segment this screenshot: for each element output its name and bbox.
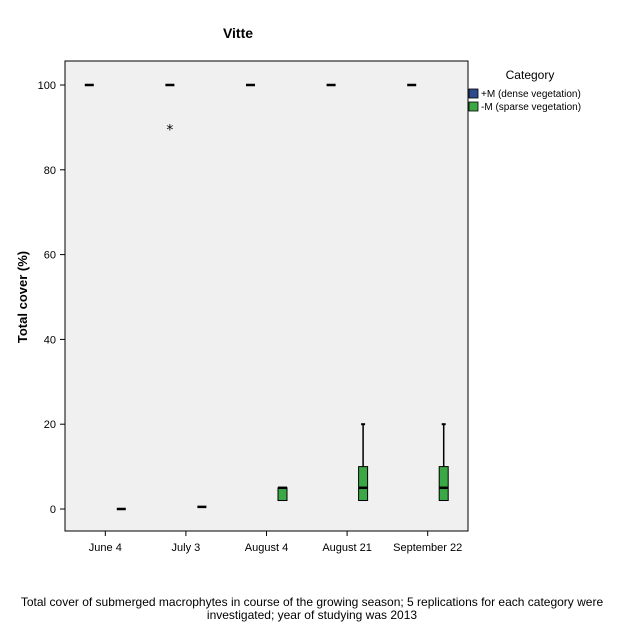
box-iqr [438,466,449,502]
legend-items: +M (dense vegetation) -M (sparse vegetati… [468,88,581,113]
y-tick-label: 20 [44,419,56,431]
legend-swatch [468,101,479,112]
chart-title: Vitte [223,25,253,41]
box-1-series-0: * [165,83,175,138]
y-axis-label: Total cover (%) [15,251,30,343]
outlier-marker: * [166,122,173,138]
box-4-series-1 [438,423,449,502]
legend-title: Category [506,68,555,82]
legend-label: +M (dense vegetation) [481,89,581,100]
y-tick-label: 0 [50,504,56,516]
x-axis: June 4 July 3 August 4 August 21 September 2… [89,531,462,554]
x-tick-label: August 21 [322,542,372,554]
box-2-series-1 [277,486,288,502]
y-tick-label: 60 [44,250,56,262]
legend: Category +M (dense vegetation) -M (sparse… [468,68,581,113]
x-tick-label: September 22 [393,542,462,554]
figure-caption: Total cover of submerged macrophytes in … [20,595,604,622]
legend-label: -M (sparse vegetation) [481,102,581,113]
box-series: * [84,83,449,511]
boxplot-chart: Vitte Total cover (%) 0 20 40 60 80 100 June … [15,25,581,554]
plot-area [64,60,469,532]
y-tick-label: 100 [38,80,56,92]
box-iqr [358,466,369,502]
y-tick-label: 80 [44,165,56,177]
box-3-series-1 [358,423,369,502]
box-iqr [277,487,288,502]
x-tick-label: June 4 [89,542,122,554]
y-axis: 0 20 40 60 80 100 [38,80,65,516]
legend-item: -M (sparse vegetation) [468,101,581,113]
legend-swatch [468,88,479,99]
x-tick-label: July 3 [172,542,201,554]
x-tick-label: August 4 [245,542,288,554]
y-tick-label: 40 [44,334,56,346]
legend-item: +M (dense vegetation) [468,88,581,100]
